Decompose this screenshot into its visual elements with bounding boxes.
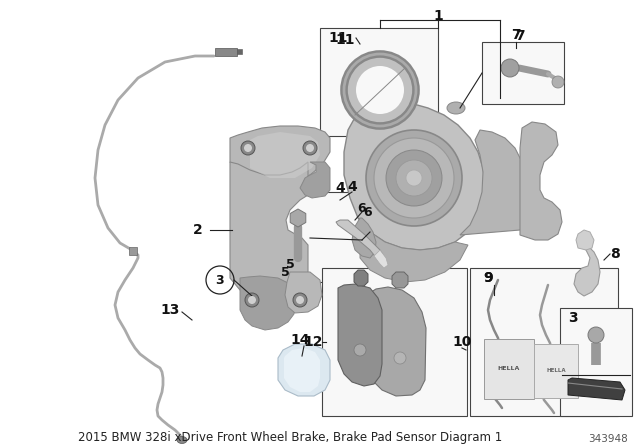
Polygon shape xyxy=(240,276,296,330)
FancyBboxPatch shape xyxy=(484,339,534,399)
Circle shape xyxy=(552,76,564,88)
Polygon shape xyxy=(568,378,625,400)
FancyBboxPatch shape xyxy=(534,344,578,398)
Text: 3: 3 xyxy=(568,311,578,325)
Text: 6: 6 xyxy=(364,206,372,219)
Text: 7: 7 xyxy=(515,29,525,43)
Text: 7: 7 xyxy=(511,28,521,42)
Text: 2015 BMW 328i xDrive Front Wheel Brake, Brake Pad Sensor Diagram 1: 2015 BMW 328i xDrive Front Wheel Brake, … xyxy=(78,431,502,444)
Text: 5: 5 xyxy=(285,258,294,271)
Text: 11: 11 xyxy=(335,33,355,47)
Bar xyxy=(470,268,618,416)
Circle shape xyxy=(241,141,255,155)
Polygon shape xyxy=(360,232,468,282)
Text: 3: 3 xyxy=(216,273,224,287)
Circle shape xyxy=(374,138,454,218)
Circle shape xyxy=(245,293,259,307)
Polygon shape xyxy=(230,126,330,182)
Bar xyxy=(320,28,438,136)
Polygon shape xyxy=(392,272,408,288)
Polygon shape xyxy=(520,122,562,240)
Text: 10: 10 xyxy=(452,335,472,349)
Text: 343948: 343948 xyxy=(588,434,628,444)
Polygon shape xyxy=(285,272,322,313)
Text: 5: 5 xyxy=(280,266,289,279)
Polygon shape xyxy=(368,287,426,396)
Bar xyxy=(270,192,400,282)
Text: 9: 9 xyxy=(483,271,493,285)
Circle shape xyxy=(386,150,442,206)
Bar xyxy=(237,49,242,55)
Circle shape xyxy=(501,59,519,77)
Ellipse shape xyxy=(177,436,187,444)
Polygon shape xyxy=(460,130,530,235)
Circle shape xyxy=(396,160,432,196)
Circle shape xyxy=(344,54,416,126)
Polygon shape xyxy=(352,218,376,258)
Polygon shape xyxy=(374,250,388,268)
Polygon shape xyxy=(230,162,308,298)
Circle shape xyxy=(354,344,366,356)
Polygon shape xyxy=(336,220,385,262)
Polygon shape xyxy=(338,284,382,386)
Text: 14: 14 xyxy=(291,333,310,347)
Text: 9: 9 xyxy=(483,271,493,285)
Circle shape xyxy=(303,141,317,155)
Polygon shape xyxy=(344,98,485,250)
Ellipse shape xyxy=(447,102,465,114)
Circle shape xyxy=(588,327,604,343)
Text: 1: 1 xyxy=(433,9,443,23)
Circle shape xyxy=(356,66,404,114)
Text: 11: 11 xyxy=(328,31,348,45)
Text: 2: 2 xyxy=(193,223,203,237)
Polygon shape xyxy=(300,162,330,198)
Bar xyxy=(482,42,564,104)
Polygon shape xyxy=(574,244,600,296)
Polygon shape xyxy=(354,270,368,286)
Bar xyxy=(215,48,237,56)
Text: HELLA: HELLA xyxy=(498,366,520,371)
Polygon shape xyxy=(284,348,320,392)
Text: 4: 4 xyxy=(335,181,345,195)
Text: 4: 4 xyxy=(347,180,357,194)
Polygon shape xyxy=(576,230,594,250)
Polygon shape xyxy=(278,344,330,396)
Circle shape xyxy=(394,352,406,364)
Circle shape xyxy=(244,144,252,152)
Bar xyxy=(322,268,467,416)
Polygon shape xyxy=(250,132,320,178)
Text: 13: 13 xyxy=(160,303,180,317)
Circle shape xyxy=(293,293,307,307)
Circle shape xyxy=(248,296,256,304)
Text: 8: 8 xyxy=(610,247,620,261)
Circle shape xyxy=(296,296,304,304)
Circle shape xyxy=(306,144,314,152)
Circle shape xyxy=(406,170,422,186)
Bar xyxy=(560,308,632,416)
Bar xyxy=(129,247,137,255)
Circle shape xyxy=(366,130,462,226)
Text: 12: 12 xyxy=(303,335,323,349)
Text: HELLA: HELLA xyxy=(546,369,566,374)
Text: 6: 6 xyxy=(358,202,366,215)
